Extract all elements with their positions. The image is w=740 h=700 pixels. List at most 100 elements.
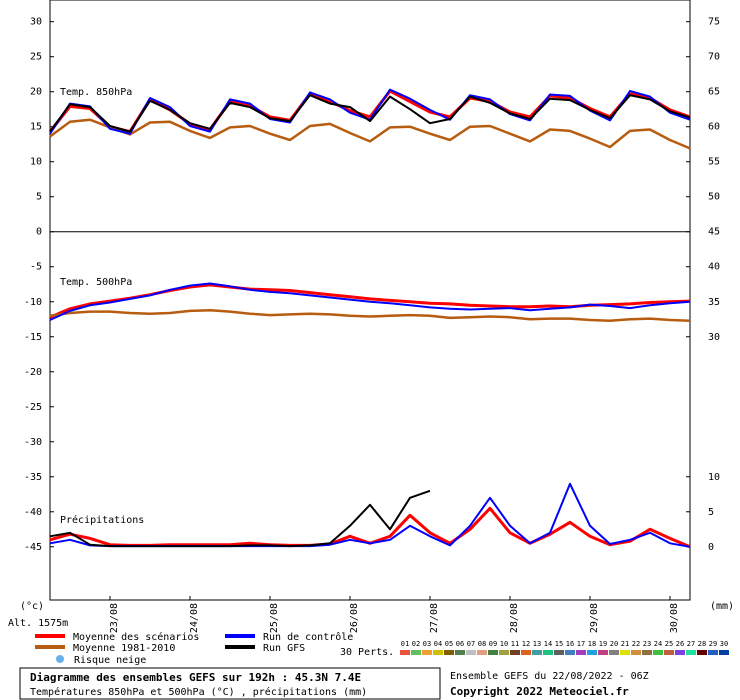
y-tick-label: 5 bbox=[36, 192, 42, 203]
perturbation-swatch bbox=[444, 650, 454, 655]
perturbation-label: 26 bbox=[676, 640, 684, 648]
series-line bbox=[49, 282, 691, 321]
perturbation-swatch bbox=[477, 650, 487, 655]
perturbation-label: 18 bbox=[588, 640, 596, 648]
perturbation-swatch bbox=[719, 650, 729, 655]
perturbation-swatch bbox=[510, 650, 520, 655]
perturbation-swatch bbox=[675, 650, 685, 655]
perturbation-label: 23 bbox=[643, 640, 651, 648]
perturbation-swatch bbox=[455, 650, 465, 655]
y-tick-label: 25 bbox=[30, 52, 42, 63]
perturbation-label: 17 bbox=[577, 640, 585, 648]
snow-icon bbox=[56, 655, 64, 663]
perturbation-swatch bbox=[609, 650, 619, 655]
y2-tick-label: 70 bbox=[708, 52, 720, 63]
panel-label: Temp. 850hPa bbox=[60, 87, 132, 98]
perturbation-label: 10 bbox=[500, 640, 508, 648]
perturbation-swatch bbox=[576, 650, 586, 655]
perturbation-swatch bbox=[400, 650, 410, 655]
y-axis-label: (°c) bbox=[20, 601, 44, 612]
series-line bbox=[49, 118, 691, 150]
x-tick-label: 23/08 bbox=[109, 603, 120, 633]
y-tick-label: -30 bbox=[24, 437, 42, 448]
y-tick-label: 30 bbox=[30, 17, 42, 28]
perturbation-swatch bbox=[521, 650, 531, 655]
legend-label: Run de contrôle bbox=[263, 631, 353, 643]
y-tick-label: -10 bbox=[24, 297, 42, 308]
perturbation-label: 08 bbox=[478, 640, 486, 648]
perturbation-swatch bbox=[565, 650, 575, 655]
y2-tick-label: 40 bbox=[708, 262, 720, 273]
y2-tick-label: 60 bbox=[708, 122, 720, 133]
perturbation-label: 14 bbox=[544, 640, 552, 648]
copyright: Copyright 2022 Meteociel.fr bbox=[450, 685, 629, 698]
perturbation-swatch bbox=[686, 650, 696, 655]
x-tick-label: 30/08 bbox=[669, 603, 680, 633]
legend-label: Moyenne des scénarios bbox=[73, 631, 199, 643]
y2-tick-label: 65 bbox=[708, 87, 720, 98]
perturbation-label: 07 bbox=[467, 640, 475, 648]
series-line bbox=[49, 489, 431, 548]
perturbation-swatch bbox=[642, 650, 652, 655]
y-tick-label: -5 bbox=[30, 262, 42, 273]
y-tick-label: 15 bbox=[30, 122, 42, 133]
perturbation-label: 13 bbox=[533, 640, 541, 648]
perturbation-label: 27 bbox=[687, 640, 695, 648]
y2-tick-label: 45 bbox=[708, 227, 720, 238]
perturbation-label: 09 bbox=[489, 640, 497, 648]
y2-tick-label: 35 bbox=[708, 297, 720, 308]
legend-label: Moyenne 1981-2010 bbox=[73, 643, 175, 654]
perturbation-label: 12 bbox=[522, 640, 530, 648]
perturbation-swatch bbox=[411, 650, 421, 655]
perturbation-label: 24 bbox=[654, 640, 662, 648]
perturbation-label: 19 bbox=[599, 640, 607, 648]
x-tick-label: 29/08 bbox=[589, 603, 600, 633]
perturbation-swatch bbox=[466, 650, 476, 655]
run-info: Ensemble GEFS du 22/08/2022 - 06Z bbox=[450, 671, 649, 682]
perturbation-swatch bbox=[433, 650, 443, 655]
perturbation-label: 25 bbox=[665, 640, 673, 648]
title-box bbox=[19, 667, 441, 700]
chart-subtitle: Températures 850hPa et 500hPa (°C) , pré… bbox=[30, 686, 367, 698]
perturbation-swatch bbox=[664, 650, 674, 655]
perturbation-label: 02 bbox=[412, 640, 420, 648]
y-tick-label: -45 bbox=[24, 542, 42, 553]
x-tick-label: 26/08 bbox=[349, 603, 360, 633]
y2-tick-label: 50 bbox=[708, 192, 720, 203]
y-tick-label: 20 bbox=[30, 87, 42, 98]
perturbation-label: 30 bbox=[720, 640, 728, 648]
y2-tick-label: 55 bbox=[708, 157, 720, 168]
perturbation-label: 01 bbox=[401, 640, 409, 648]
perturbation-label: 29 bbox=[709, 640, 717, 648]
y2-axis-label: (mm) bbox=[710, 601, 734, 612]
perturbation-label: 04 bbox=[434, 640, 442, 648]
y-tick-label: -15 bbox=[24, 332, 42, 343]
perturbation-swatch bbox=[587, 650, 597, 655]
y2-tick-label: 10 bbox=[708, 472, 720, 483]
y2-tick-label: 0 bbox=[708, 542, 714, 553]
perturbation-swatch bbox=[653, 650, 663, 655]
perturbation-label: 05 bbox=[445, 640, 453, 648]
perturbation-swatch bbox=[631, 650, 641, 655]
panel-label: Précipitations bbox=[60, 514, 144, 526]
perturbation-swatch bbox=[488, 650, 498, 655]
series-line bbox=[49, 94, 691, 133]
perturbation-swatch bbox=[598, 650, 608, 655]
perturbation-swatch bbox=[620, 650, 630, 655]
perturbation-swatch bbox=[543, 650, 553, 655]
perturbation-label: 03 bbox=[423, 640, 431, 648]
perturbation-swatch bbox=[499, 650, 509, 655]
perturbations-label: 30 Perts. bbox=[340, 647, 394, 658]
legend-label: Risque neige bbox=[74, 655, 146, 666]
y2-tick-label: 75 bbox=[708, 17, 720, 28]
altitude: Alt. 1575m bbox=[8, 618, 68, 629]
perturbation-label: 06 bbox=[456, 640, 464, 648]
perturbation-label: 21 bbox=[621, 640, 629, 648]
series-line bbox=[49, 308, 691, 322]
y-tick-label: -40 bbox=[24, 507, 42, 518]
y-tick-label: 0 bbox=[36, 227, 42, 238]
perturbation-swatch bbox=[422, 650, 432, 655]
y-tick-label: 10 bbox=[30, 157, 42, 168]
